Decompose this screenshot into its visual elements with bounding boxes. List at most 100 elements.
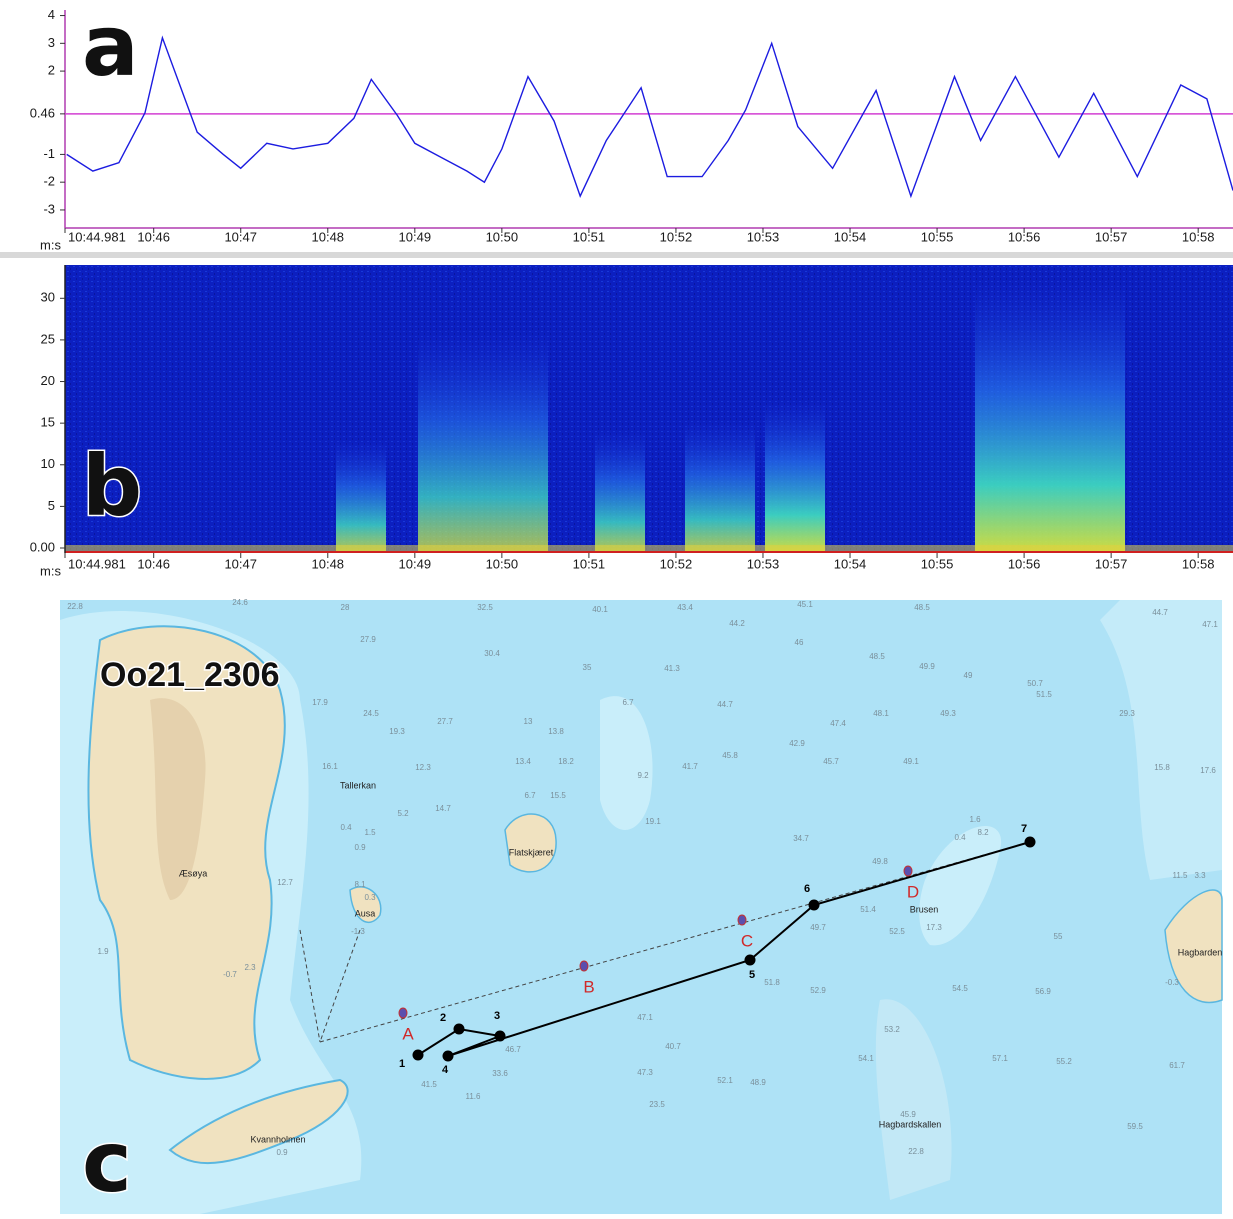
x-tick-label: 10:48 <box>312 556 345 571</box>
depth-sounding: 45.1 <box>797 600 813 609</box>
depth-sounding: -0.7 <box>223 970 237 979</box>
depth-sounding: 44.7 <box>1152 608 1168 617</box>
depth-sounding: 15.5 <box>550 791 566 800</box>
place-name: Ausa <box>355 908 376 918</box>
depth-sounding: 43.4 <box>677 603 693 612</box>
depth-sounding: 34.7 <box>793 834 809 843</box>
depth-sounding: 40.7 <box>665 1042 681 1051</box>
y-tick-label: -2 <box>43 174 55 189</box>
panel-label: c <box>82 1113 132 1211</box>
y-tick-label: -3 <box>43 201 55 216</box>
depth-sounding: 53.2 <box>884 1025 900 1034</box>
depth-sounding: 46.7 <box>505 1045 521 1054</box>
spectrogram-image <box>65 265 1233 553</box>
station-label: C <box>741 931 753 950</box>
depth-sounding: 27.7 <box>437 717 453 726</box>
x-tick-label: 10:51 <box>573 556 606 571</box>
track-point <box>1024 836 1036 848</box>
depth-sounding: 18.2 <box>558 757 574 766</box>
x-tick-label: 10:55 <box>921 556 954 571</box>
x-tick-label: 10:44.981 <box>68 556 126 571</box>
panel-label: a <box>82 0 139 95</box>
depth-sounding: 61.7 <box>1169 1061 1185 1070</box>
depth-sounding: 45.8 <box>722 751 738 760</box>
depth-sounding: 45.7 <box>823 757 839 766</box>
x-tick-label: 10:54 <box>834 229 867 244</box>
depth-sounding: 17.9 <box>312 698 328 707</box>
place-name: Kvannholmen <box>250 1134 305 1144</box>
depth-sounding: 50.7 <box>1027 679 1043 688</box>
x-tick-label: 10:58 <box>1182 556 1215 571</box>
x-tick-label: 10:58 <box>1182 229 1215 244</box>
track-point-label: 3 <box>494 1010 500 1022</box>
x-tick-label: 10:57 <box>1095 556 1128 571</box>
depth-sounding: 51.5 <box>1036 690 1052 699</box>
depth-sounding: 49 <box>964 671 973 680</box>
depth-sounding: 3.3 <box>1194 871 1206 880</box>
depth-sounding: 0.9 <box>354 843 366 852</box>
station-label: A <box>402 1024 414 1043</box>
station-marker <box>903 865 913 877</box>
depth-sounding: 49.1 <box>903 757 919 766</box>
depth-sounding: 0.3 <box>364 893 376 902</box>
x-tick-label: 10:56 <box>1008 229 1041 244</box>
depth-sounding: 47.1 <box>1202 620 1218 629</box>
y-tick-label: 4 <box>48 7 55 22</box>
depth-sounding: 52.5 <box>889 927 905 936</box>
x-tick-label: 10:54 <box>834 556 867 571</box>
place-name: Hagbarden <box>1178 947 1223 957</box>
depth-sounding: 1.5 <box>364 828 376 837</box>
depth-sounding: 54.1 <box>858 1054 874 1063</box>
depth-sounding: 17.3 <box>926 923 942 932</box>
depth-sounding: 48.5 <box>869 652 885 661</box>
station-marker <box>398 1007 408 1019</box>
panel-label: b <box>82 437 142 535</box>
depth-sounding: 40.1 <box>592 605 608 614</box>
depth-sounding: 42.9 <box>789 739 805 748</box>
depth-sounding: 51.4 <box>860 905 876 914</box>
depth-sounding: 24.6 <box>232 598 248 607</box>
depth-sounding: 41.3 <box>664 664 680 673</box>
y-tick-label: 2 <box>48 63 55 78</box>
depth-sounding: 47.3 <box>637 1068 653 1077</box>
depth-sounding: 35 <box>583 663 592 672</box>
depth-sounding: 30.4 <box>484 649 500 658</box>
x-tick-label: 10:49 <box>399 556 432 571</box>
depth-sounding: 47.4 <box>830 719 846 728</box>
depth-sounding: 49.9 <box>919 662 935 671</box>
track-point <box>744 954 756 966</box>
station-marker <box>737 914 747 926</box>
depth-sounding: 41.5 <box>421 1080 437 1089</box>
place-name: Hagbardskallen <box>879 1119 942 1129</box>
depth-sounding: 12.3 <box>415 763 431 772</box>
x-tick-label: 10:50 <box>486 556 519 571</box>
depth-sounding: 49.8 <box>872 857 888 866</box>
depth-sounding: 19.3 <box>389 727 405 736</box>
depth-sounding: 12.7 <box>277 878 293 887</box>
depth-sounding: 59.5 <box>1127 1122 1143 1131</box>
track-point-label: 4 <box>442 1064 449 1076</box>
depth-sounding: 29.3 <box>1119 709 1135 718</box>
depth-sounding: -0.3 <box>1165 978 1179 987</box>
separator <box>0 252 1233 258</box>
place-name: Tallerkan <box>340 780 376 790</box>
station-label: B <box>583 977 594 996</box>
depth-sounding: 44.7 <box>717 700 733 709</box>
track-point <box>453 1023 465 1035</box>
track-point <box>494 1030 506 1042</box>
y-tick-label: 0.46 <box>30 105 55 120</box>
depth-sounding: 52.9 <box>810 986 826 995</box>
depth-sounding: 15.8 <box>1154 763 1170 772</box>
depth-sounding: 23.5 <box>649 1100 665 1109</box>
x-tick-label: 10:47 <box>224 229 257 244</box>
x-tick-label: 10:50 <box>486 229 519 244</box>
x-unit-label: m:s <box>40 237 61 252</box>
x-tick-label: 10:47 <box>224 556 257 571</box>
depth-sounding: 52.1 <box>717 1076 733 1085</box>
depth-sounding: 48.1 <box>873 709 889 718</box>
depth-sounding: 0.4 <box>954 833 966 842</box>
place-name: Æsøya <box>179 868 208 878</box>
depth-sounding: 44.2 <box>729 619 745 628</box>
depth-sounding: 22.8 <box>67 602 83 611</box>
